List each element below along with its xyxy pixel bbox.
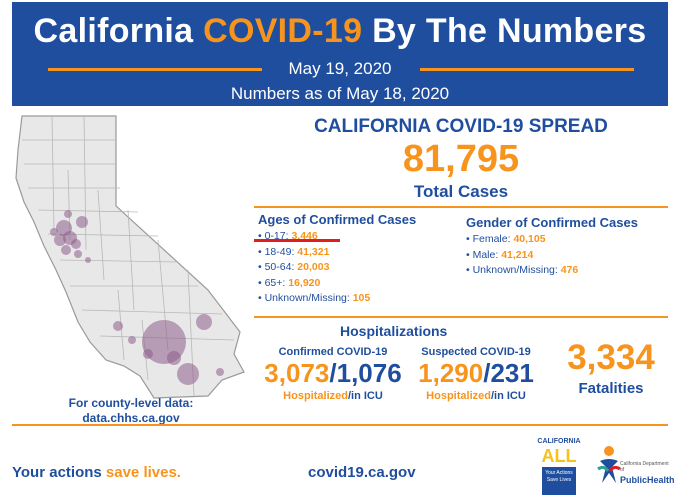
footer-url-link[interactable]: covid19.ca.gov (308, 464, 416, 481)
bubble-marker (74, 250, 82, 258)
bubble-marker (85, 257, 91, 263)
list-item: • Male: 41,214 (466, 248, 534, 261)
california-county-map (15, 115, 245, 399)
confirmed-label: Confirmed COVID-19 (278, 346, 388, 358)
cdph-big-text: PublicHealth (620, 475, 675, 485)
bubble-marker (50, 228, 58, 236)
cdph-small-text: California Department of (620, 461, 669, 473)
footer-slogan: Your actions save lives. (12, 464, 181, 481)
confirmed-sublabel: Hospitalized/in ICU (283, 390, 383, 402)
total-cases-label: Total Cases (413, 182, 509, 201)
spread-title: CALIFORNIA COVID-19 SPREAD (314, 116, 608, 137)
bubble-marker (128, 336, 136, 344)
county-data-label: For county-level data: data.chhs.ca.gov (56, 396, 206, 426)
ages-title: Ages of Confirmed Cases (258, 212, 417, 227)
list-item: • 18-49: 41,321 (258, 245, 330, 258)
list-item: • Unknown/Missing: 105 (258, 292, 371, 304)
california-outline (15, 115, 245, 399)
cdph-logo: California Department of PublicHealth (596, 443, 676, 497)
bubble-marker (61, 245, 71, 255)
fatalities-value: 3,334 (567, 338, 655, 377)
list-item: • 65+: 16,920 (258, 276, 321, 289)
bubble-marker (71, 239, 81, 249)
bubble-marker (76, 216, 88, 228)
header-banner: California COVID-19 By The Numbers May 1… (12, 2, 668, 106)
list-item: • 0-17: 3,446 (258, 230, 318, 242)
header-divider-left (48, 68, 262, 71)
bubble-marker (143, 349, 153, 359)
confirmed-values: 3,073/1,076 (264, 358, 402, 388)
county-data-link[interactable]: data.chhs.ca.gov (82, 411, 180, 425)
list-item: • 50-64: 20,003 (258, 261, 330, 273)
section-divider (254, 206, 668, 208)
fatalities-label: Fatalities (578, 380, 644, 397)
section-divider (254, 316, 668, 318)
page-title: California COVID-19 By The Numbers (33, 12, 647, 50)
ca-logo-box-text: Your Actions Save Lives (542, 467, 576, 495)
bubble-marker (64, 210, 72, 218)
hospitalizations-title: Hospitalizations (340, 323, 448, 339)
ca-logo-top-text: CALIFORNIA (537, 438, 581, 445)
total-cases-value: 81,795 (402, 138, 520, 180)
list-item: • Female: 40,105 (466, 233, 546, 245)
ages-list: • 0-17: 3,446 • 18-49: 41,321 • 50-64: 2… (258, 229, 370, 307)
header-divider-right (420, 68, 634, 71)
bubble-marker (54, 234, 66, 246)
header-date: May 19, 2020 (288, 59, 392, 78)
county-data-caption: For county-level data: (68, 396, 194, 410)
suspected-label: Suspected COVID-19 (421, 346, 531, 358)
bubble-marker (167, 351, 181, 365)
bubble-marker (196, 314, 212, 330)
gender-title: Gender of Confirmed Cases (466, 215, 638, 230)
suspected-sublabel: Hospitalized/in ICU (426, 390, 526, 402)
cdph-figure-icon (597, 446, 621, 483)
ca-logo-all-text: ALL (541, 446, 577, 466)
california-all-logo: CALIFORNIA ALL Your Actions Save Lives (536, 438, 582, 496)
bubble-marker (113, 321, 123, 331)
bubble-marker (216, 368, 224, 376)
bubble-marker (177, 363, 199, 385)
case-bubbles (50, 210, 224, 385)
red-underline-annotation (254, 239, 340, 242)
footer-divider (12, 424, 668, 426)
gender-list: • Female: 40,105 • Male: 41,214 • Unknow… (466, 232, 578, 279)
header-as-of: Numbers as of May 18, 2020 (230, 84, 450, 103)
list-item: • Unknown/Missing: 476 (466, 264, 579, 276)
suspected-values: 1,290/231 (418, 358, 534, 388)
